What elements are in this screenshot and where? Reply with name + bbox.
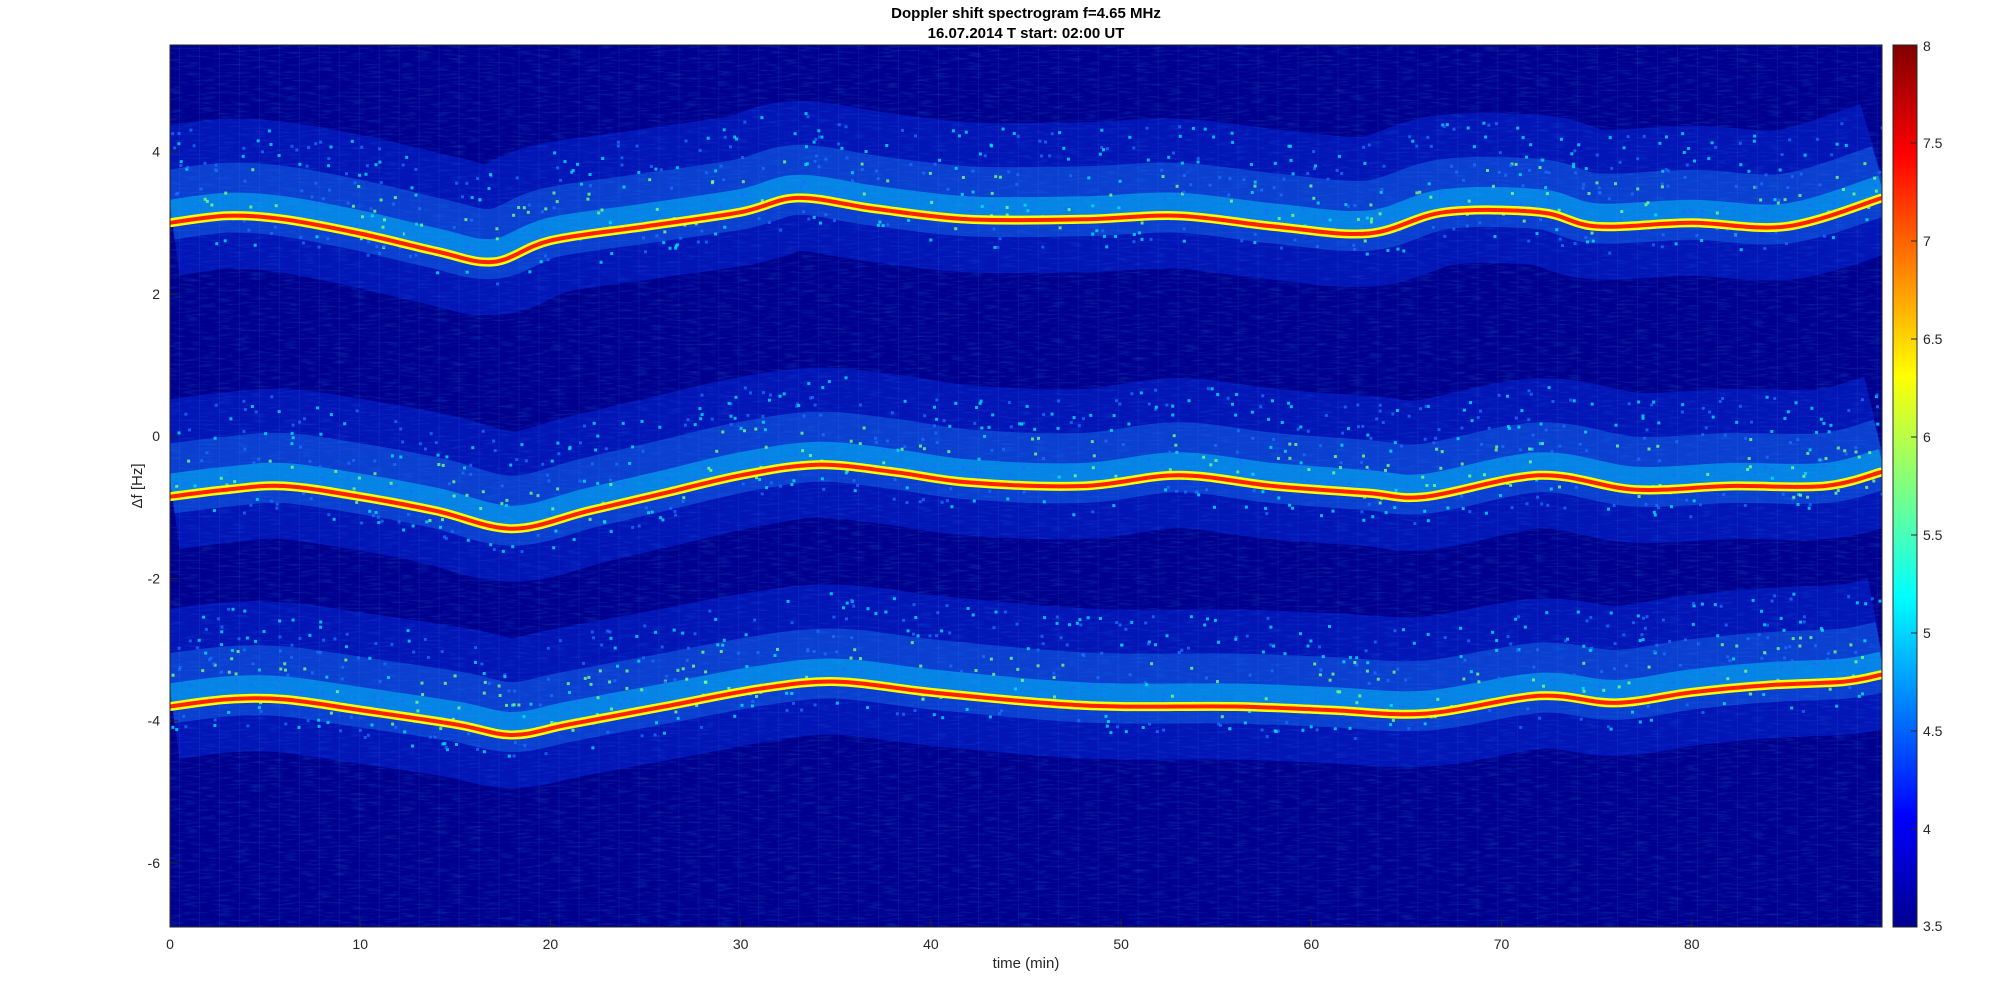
trace-scatter-band [170,578,1882,788]
colorbar-tick-label: 4 [1923,821,1931,837]
colorbar-tick-label: 6 [1923,429,1931,445]
x-tick-label: 0 [166,936,174,952]
y-tick-label: 4 [152,144,160,160]
y-axis: 4 2 0 -2 -4 -6 [148,144,178,871]
trace-scatter-core [170,622,1882,752]
x-tick-label: 20 [543,936,559,952]
y-tick-label: 0 [152,428,160,444]
chart-title: Doppler shift spectrogram f=4.65 MHz [891,5,1161,22]
plot-frame [169,44,1883,928]
doppler-trace-3 [170,578,1882,788]
x-tick-label: 10 [352,936,368,952]
colorbar-tick-label: 6.5 [1923,331,1943,347]
colorbar-tick-label: 8 [1923,38,1931,54]
x-axis: 0 10 20 30 40 50 60 70 80 [166,919,1700,952]
y-tick-label: -2 [148,570,161,586]
chart-subtitle: 16.07.2014 T start: 02:00 UT [928,25,1125,42]
trace-scatter-band [170,367,1882,582]
y-tick-label: 2 [152,286,160,302]
trace-scatter-core [170,144,1882,280]
colorbar-frame [1892,44,1918,928]
colorbar-tick-label: 3.5 [1923,918,1943,934]
colorbar-tick-label: 5.5 [1923,527,1943,543]
vertical-artifacts [179,45,1878,927]
colorbar-ticks: 8 7.5 7 6.5 6 5.5 5 4.5 4 3.5 [1911,38,1943,934]
trace-scatter-core [170,411,1882,546]
colorbar-tick-label: 7.5 [1923,135,1943,151]
colorbar [1893,45,1917,927]
trace-scatter-band [170,100,1882,316]
y-tick-label: -6 [148,855,161,871]
colorbar-tick-label: 7 [1923,233,1931,249]
plot-area [170,45,1882,927]
x-tick-label: 50 [1113,936,1129,952]
x-tick-label: 60 [1304,936,1320,952]
trace-halo [170,441,1882,532]
y-axis-label: Δf [Hz] [129,463,146,508]
trace-ridge-core [170,672,1882,737]
trace-ridge-core [170,462,1882,531]
doppler-trace-1 [170,100,1882,316]
colorbar-tick-label: 5 [1923,625,1931,641]
doppler-trace-2 [170,367,1882,582]
x-tick-label: 40 [923,936,939,952]
x-tick-label: 70 [1494,936,1510,952]
trace-halo [170,651,1882,738]
x-axis-label: time (min) [993,955,1060,972]
x-tick-label: 30 [733,936,749,952]
trace-speckles [171,112,1882,286]
x-tick-label: 80 [1684,936,1700,952]
colorbar-tick-label: 4.5 [1923,723,1943,739]
y-tick-label: -4 [148,713,161,729]
trace-ridge-core [170,195,1882,265]
